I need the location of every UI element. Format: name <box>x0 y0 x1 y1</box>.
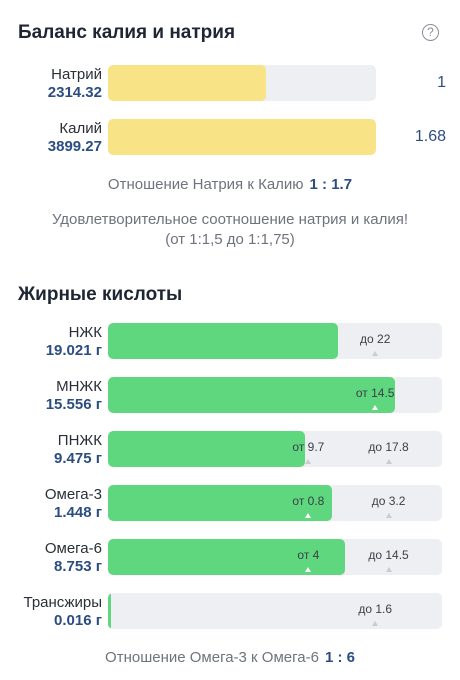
fatty-acid-row: Омега-6 8.753 г от 4 до 14.5 <box>0 538 460 576</box>
fatty-acid-row: МНЖК 15.556 г от 14.5 <box>0 376 460 414</box>
threshold-marker-icon <box>385 513 392 518</box>
fatty-acid-value: 19.021 г <box>45 342 102 359</box>
fatty-acid-label: Омега-6 8.753 г <box>45 540 102 576</box>
threshold-marker-icon <box>305 459 312 464</box>
fatty-acid-label: НЖК 19.021 г <box>46 324 102 360</box>
balance-note-line2: (от 1:1,5 до 1:1,75) <box>165 231 295 248</box>
fatty-acid-bar-track: от 0.8 до 3.2 <box>108 485 442 521</box>
fatty-acid-name: Омега-6 <box>44 540 102 557</box>
fatty-acid-threshold-label: от 14.5 <box>355 386 395 400</box>
fatty-acid-name: НЖК <box>68 324 102 341</box>
threshold-marker-icon <box>372 351 379 356</box>
potassium-bar-fill <box>108 119 376 155</box>
fatty-acid-name: МНЖК <box>56 378 102 395</box>
fatty-acid-bar-track: от 9.7 до 17.8 <box>108 431 442 467</box>
potassium-bar-track <box>108 119 376 155</box>
potassium-row: Калий 3899.27 1.68 <box>0 118 460 156</box>
omega-ratio-value: 1 : 6 <box>324 649 355 666</box>
fatty-acid-bar-track: до 1.6 <box>108 593 442 629</box>
fatty-acid-threshold-label: до 14.5 <box>368 548 409 562</box>
threshold-marker-icon <box>372 405 379 410</box>
fatty-acid-threshold-label: до 17.8 <box>368 440 409 454</box>
fatty-acid-threshold-label: до 22 <box>360 332 391 346</box>
ratio-value: 1 : 1.7 <box>309 176 353 193</box>
threshold-marker-icon <box>372 621 379 626</box>
fatty-acid-bar-fill <box>108 485 332 521</box>
threshold-marker-icon <box>385 459 392 464</box>
potassium-ratio: 1.68 <box>414 128 446 145</box>
fatty-acid-bar-fill <box>108 377 396 413</box>
potassium-label: Калий 3899.27 <box>48 120 102 156</box>
section-title-fatty-acids: Жирные кислоты <box>18 284 183 305</box>
fatty-acid-bar-fill <box>108 323 339 359</box>
sodium-name: Натрий <box>51 66 102 83</box>
sodium-potassium-ratio: Отношение Натрия к Калию 1 : 1.7 <box>0 176 460 193</box>
fatty-acid-row: Трансжиры 0.016 г до 1.6 <box>0 592 460 630</box>
help-icon[interactable]: ? <box>422 24 439 41</box>
threshold-marker-icon <box>385 567 392 572</box>
balance-note-line1: Удовлетворительное соотношение натрия и … <box>51 211 409 228</box>
omega-ratio-label: Отношение Омега-3 к Омега-6 <box>105 649 319 666</box>
omega-ratio: Отношение Омега-3 к Омега-6 1 : 6 <box>0 649 460 666</box>
ratio-label: Отношение Натрия к Калию <box>107 176 304 193</box>
fatty-acid-bar-fill <box>108 431 306 467</box>
fatty-acid-value: 1.448 г <box>54 504 102 521</box>
fatty-acid-label: ПНЖК 9.475 г <box>54 432 102 468</box>
fatty-acid-threshold-label: от 0.8 <box>292 494 325 508</box>
threshold-marker-icon <box>305 513 312 518</box>
fatty-acid-label: МНЖК 15.556 г <box>46 378 102 414</box>
fatty-acid-name: Трансжиры <box>23 594 103 611</box>
fatty-acid-value: 8.753 г <box>54 558 102 575</box>
fatty-acid-threshold-label: от 9.7 <box>292 440 325 454</box>
sodium-bar-fill <box>108 65 267 101</box>
fatty-acid-threshold-label: до 3.2 <box>371 494 406 508</box>
fatty-acid-name: ПНЖК <box>57 432 102 449</box>
threshold-marker-icon <box>305 567 312 572</box>
fatty-acid-value: 0.016 г <box>54 612 102 629</box>
balance-note: Удовлетворительное соотношение натрия и … <box>0 210 460 250</box>
sodium-row: Натрий 2314.32 1 <box>0 64 460 102</box>
fatty-acid-row: НЖК 19.021 г до 22 <box>0 322 460 360</box>
fatty-acid-threshold-label: от 4 <box>297 548 320 562</box>
sodium-value: 2314.32 <box>47 84 102 101</box>
fatty-acid-name: Омега-3 <box>44 486 102 503</box>
fatty-acid-row: ПНЖК 9.475 г от 9.7 до 17.8 <box>0 430 460 468</box>
fatty-acid-bar-track: от 4 до 14.5 <box>108 539 442 575</box>
potassium-value: 3899.27 <box>47 138 102 155</box>
sodium-label: Натрий 2314.32 <box>48 66 102 102</box>
fatty-acid-row: Омега-3 1.448 г от 0.8 до 3.2 <box>0 484 460 522</box>
fatty-acid-label: Омега-3 1.448 г <box>45 486 102 522</box>
fatty-acid-value: 15.556 г <box>45 396 102 413</box>
fatty-acid-label: Трансжиры 0.016 г <box>24 594 103 630</box>
fatty-acid-bar-fill <box>108 593 111 629</box>
fatty-acid-bar-track: до 22 <box>108 323 442 359</box>
section-title-sodium-potassium: Баланс калия и натрия <box>18 22 236 43</box>
fatty-acid-threshold-label: до 1.6 <box>358 602 393 616</box>
sodium-bar-track <box>108 65 376 101</box>
fatty-acid-value: 9.475 г <box>54 450 102 467</box>
potassium-name: Калий <box>59 120 102 137</box>
fatty-acid-bar-track: от 14.5 <box>108 377 442 413</box>
sodium-ratio: 1 <box>437 74 446 91</box>
